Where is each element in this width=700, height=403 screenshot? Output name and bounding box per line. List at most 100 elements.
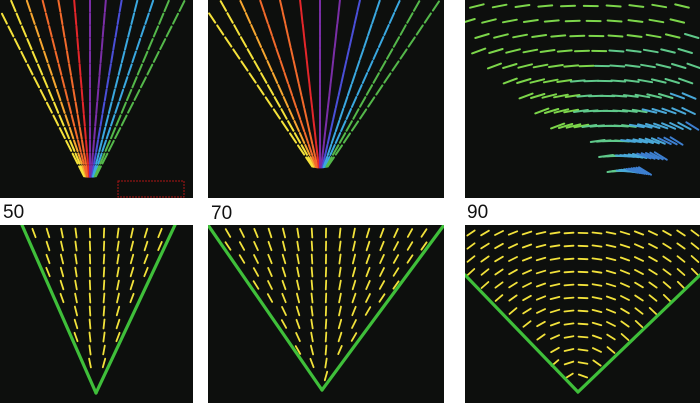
director-segment [59, 279, 65, 291]
measured-director-segment [648, 18, 665, 24]
measured-director-segment [323, 156, 331, 168]
measured-director-segment [73, 126, 79, 140]
measured-director-segment [522, 19, 539, 23]
measured-director-segment [372, 72, 380, 84]
measured-director-segment [361, 72, 369, 84]
measured-director-segment [288, 108, 295, 120]
measured-director-segment [488, 48, 504, 54]
measured-director-segment [226, 12, 234, 24]
measured-director-segment [260, 72, 268, 84]
director-segment [494, 268, 504, 276]
director-segment [296, 279, 300, 291]
director-segment [563, 231, 575, 235]
measured-director-segment [93, 126, 97, 140]
measured-director-segment [329, 119, 334, 133]
measured-director-segment [31, 50, 38, 63]
measured-director-segment [305, 59, 309, 73]
measured-director-segment [104, 139, 111, 152]
measured-director-segment [79, 165, 87, 178]
director-segment [563, 257, 575, 261]
measured-director-segment [626, 34, 643, 38]
measured-director-segment [256, 84, 265, 96]
director-segment [337, 345, 343, 356]
measured-director-segment [565, 123, 582, 129]
director-segment [143, 240, 149, 252]
measured-director-segment [481, 18, 497, 24]
director-segment [157, 227, 163, 239]
measured-director-segment [628, 4, 645, 8]
director-segment [620, 295, 630, 301]
director-segment [45, 240, 51, 252]
director-segment [102, 279, 106, 291]
measured-director-segment [681, 107, 696, 115]
director-segment [88, 318, 92, 330]
director-segment [310, 279, 314, 291]
measured-director-segment [303, 131, 310, 145]
measured-director-segment [379, 60, 387, 72]
measured-director-segment [91, 152, 94, 166]
measured-director-segment [142, 50, 149, 63]
director-segment [406, 241, 414, 251]
experiment-panel-70 [208, 0, 444, 198]
director-segment [480, 268, 490, 276]
measured-director-segment [550, 34, 567, 38]
measured-director-segment [502, 18, 518, 24]
measured-director-segment [623, 79, 640, 83]
measured-director-segment [345, 120, 353, 132]
measured-director-segment [325, 107, 329, 121]
director-segment [295, 318, 301, 330]
measured-director-segment [351, 120, 360, 132]
measured-director-segment [74, 12, 78, 26]
director-segment [281, 253, 287, 265]
measured-director-segment [70, 75, 75, 89]
measured-director-segment [135, 37, 142, 51]
measured-director-segment [57, 0, 62, 13]
simulation-field-70 [208, 225, 444, 392]
measured-director-segment [72, 88, 77, 102]
measured-director-segment [308, 131, 314, 145]
director-segment [549, 283, 561, 287]
measured-director-segment [39, 89, 47, 101]
measured-director-segment [47, 88, 54, 102]
director-segment [522, 320, 532, 328]
measured-director-segment [117, 63, 123, 76]
measured-director-segment [136, 63, 143, 76]
director-segment [564, 372, 574, 380]
measured-director-segment [80, 152, 85, 165]
measured-director-segment [632, 153, 648, 159]
measured-director-segment [224, 36, 233, 48]
measured-director-segment [255, 36, 263, 48]
director-segment [536, 333, 546, 341]
director-segment [351, 279, 357, 291]
measured-director-segment [248, 72, 257, 84]
director-segment [45, 227, 51, 239]
director-segment [466, 242, 476, 250]
measured-director-segment [611, 94, 628, 98]
measured-director-segment [363, 35, 369, 49]
measured-director-segment [329, 144, 336, 156]
measured-director-segment [531, 34, 548, 38]
measured-director-segment [474, 33, 490, 39]
director-segment [129, 292, 135, 304]
director-segment [508, 243, 518, 249]
director-segment [310, 331, 314, 343]
director-segment [536, 308, 546, 314]
director-segment [45, 253, 51, 265]
measured-director-segment [312, 119, 316, 133]
measured-director-segment [359, 47, 365, 61]
measured-director-segment [399, 48, 408, 60]
measured-director-segment [532, 63, 549, 69]
measured-director-segment [95, 152, 100, 165]
director-segment [577, 309, 589, 313]
measured-director-segment [326, 143, 333, 157]
experiment-field-90 [465, 3, 700, 176]
measured-director-segment [329, 71, 333, 85]
measured-director-segment [82, 113, 86, 127]
simulation-field-90 [465, 229, 700, 394]
measured-director-segment [110, 114, 116, 127]
measured-director-segment [534, 107, 550, 115]
director-segment [535, 295, 547, 301]
measured-director-segment [144, 12, 150, 25]
measured-director-segment [399, 24, 407, 36]
director-segment [563, 270, 575, 274]
